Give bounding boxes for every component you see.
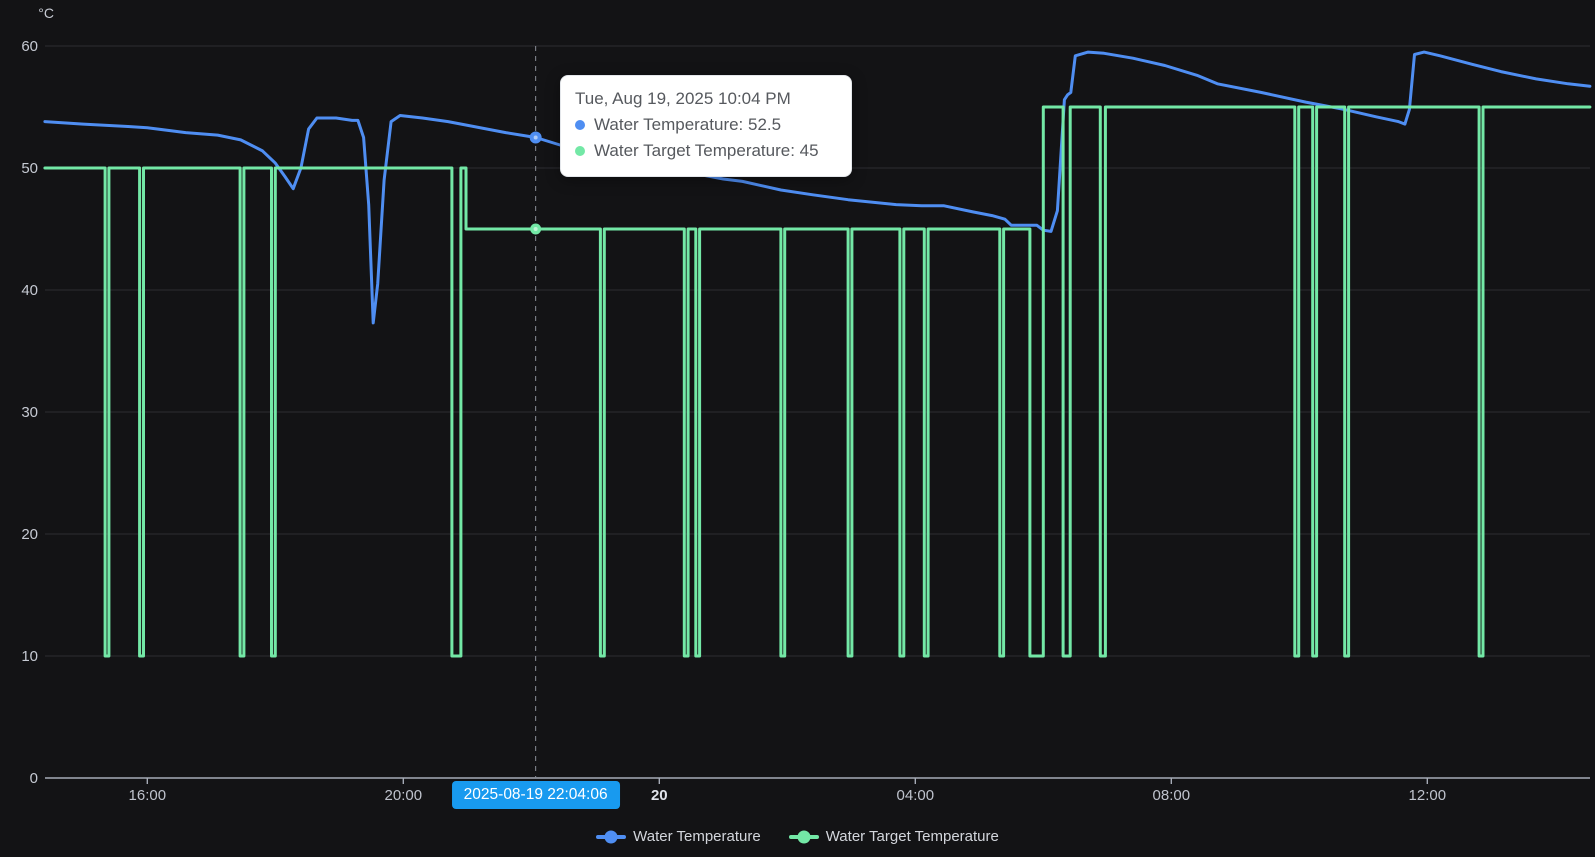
tooltip-value-water-target-temperature: Water Target Temperature: 45 bbox=[594, 141, 819, 160]
series-line-water-target-temperature bbox=[43, 105, 1592, 658]
y-tick-label: 30 bbox=[21, 404, 38, 421]
legend-label-water-temperature: Water Temperature bbox=[633, 828, 761, 845]
y-tick-label: 20 bbox=[21, 526, 38, 543]
legend-line-dot-icon bbox=[788, 830, 819, 844]
tooltip-value-water-temperature: Water Temperature: 52.5 bbox=[594, 115, 782, 134]
legend-label-water-target-temperature: Water Target Temperature bbox=[825, 828, 999, 845]
legend-item-water-temperature[interactable]: Water Temperature bbox=[596, 828, 761, 845]
chart-legend: Water Temperature Water Target Temperatu… bbox=[0, 828, 1595, 845]
chart-tooltip: Tue, Aug 19, 2025 10:04 PM Water Tempera… bbox=[560, 75, 852, 177]
y-tick-label: 0 bbox=[30, 770, 38, 787]
legend-line-dot-icon bbox=[596, 830, 627, 844]
tooltip-row-water-target-temperature: Water Target Temperature: 45 bbox=[575, 138, 837, 164]
tooltip-row-water-temperature: Water Temperature: 52.5 bbox=[575, 112, 837, 138]
y-tick-label: 50 bbox=[21, 160, 38, 177]
hover-marker-core bbox=[533, 227, 538, 231]
x-tick-label: 04:00 bbox=[897, 787, 935, 804]
tooltip-date: Tue, Aug 19, 2025 10:04 PM bbox=[575, 89, 791, 108]
x-tick-label: 08:00 bbox=[1153, 787, 1191, 804]
legend-item-water-target-temperature[interactable]: Water Target Temperature bbox=[788, 828, 999, 845]
series-dot-water-target-temperature-icon bbox=[575, 146, 585, 156]
y-tick-label: 40 bbox=[21, 282, 38, 299]
x-tick-label: 20:00 bbox=[385, 787, 423, 804]
x-tick-label: 16:00 bbox=[129, 787, 167, 804]
x-tick-label: 12:00 bbox=[1409, 787, 1447, 804]
y-tick-label: 60 bbox=[21, 38, 38, 55]
x-tick-label: 20 bbox=[651, 787, 668, 804]
axis-pointer-label: 2025-08-19 22:04:06 bbox=[451, 781, 620, 809]
y-tick-label: 10 bbox=[21, 648, 38, 665]
hover-marker-core bbox=[533, 135, 538, 140]
series-dot-water-temperature-icon bbox=[575, 120, 585, 130]
y-axis-unit-label: °C bbox=[38, 5, 54, 21]
